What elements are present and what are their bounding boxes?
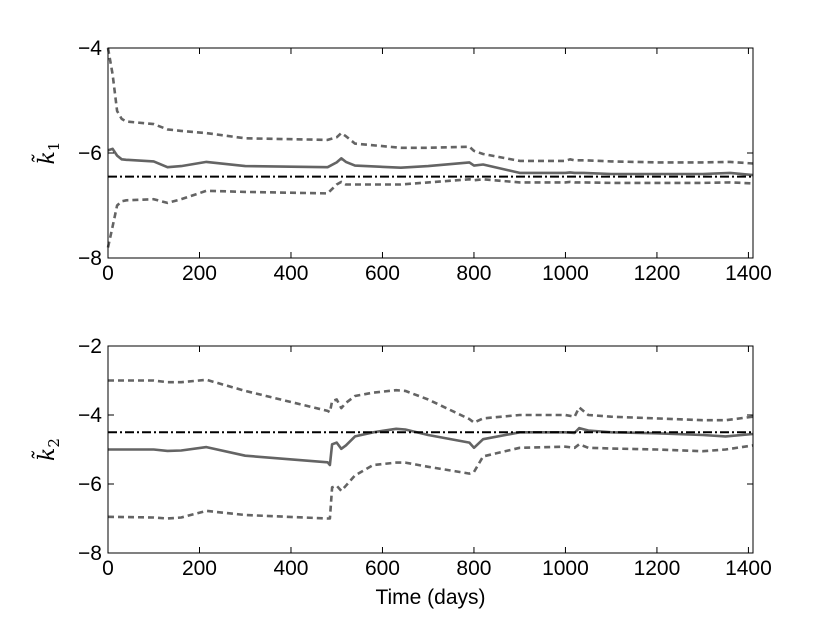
bottom-ytick-label: −8: [78, 542, 102, 565]
top-ytick-label: −8: [78, 247, 102, 270]
bottom-axes-frame: [107, 345, 754, 554]
top-xtick-label: 0: [102, 262, 114, 285]
top-series-1-solid-line: [107, 147, 754, 177]
bottom-xtick-label: 400: [273, 557, 308, 580]
bottom-ytick-label: −4: [78, 404, 102, 427]
top-ylabel: k̃1: [30, 142, 63, 165]
top-xtick-label: 1200: [634, 262, 681, 285]
bottom-ytick-label: −2: [78, 335, 102, 358]
bottom-xtick-label: 200: [182, 557, 217, 580]
top-xtick-label: 600: [365, 262, 400, 285]
bottom-xtick-label: 1000: [542, 557, 589, 580]
bottom-series-2-dashed-line: [108, 378, 754, 424]
top-ytick-label: −6: [78, 142, 102, 165]
top-xtick-label: 1000: [542, 262, 589, 285]
top-xtick-label: 1400: [725, 262, 772, 285]
bottom-xtick-label: 800: [456, 557, 491, 580]
top-xtick-label: 200: [182, 262, 217, 285]
bottom-ylabel-subscript: 2: [45, 438, 63, 448]
top-ytick-label: −4: [78, 37, 102, 60]
top-axes-frame: [107, 47, 754, 259]
bottom-xtick-label: 1400: [725, 557, 772, 580]
bottom-xlabel: Time (days): [375, 586, 485, 609]
top-xtick-label: 400: [273, 262, 308, 285]
bottom-xtick-label: 1200: [634, 557, 681, 580]
top-xtick-label: 800: [456, 262, 491, 285]
bottom-xtick-label: 0: [102, 557, 114, 580]
bottom-series-3-dashed-line: [107, 442, 754, 520]
bottom-series-1-solid-line: [108, 426, 754, 467]
top-series-3-dashed-line: [106, 178, 754, 248]
bottom-xtick-label: 600: [365, 557, 400, 580]
bottom-panel: 0 200 400 600 800 1000 1200 1400 −8 −6 −4 −2 k̃2 Time…: [30, 335, 772, 609]
top-series-2-dashed-line: [106, 47, 754, 165]
bottom-ytick-label: −6: [78, 473, 102, 496]
bottom-ylabel: k̃2: [30, 438, 63, 461]
top-panel: 0 200 400 600 800 1000 1200 1400 −8 −6 −4 k̃1: [30, 37, 772, 285]
top-ylabel-subscript: 1: [45, 142, 63, 152]
